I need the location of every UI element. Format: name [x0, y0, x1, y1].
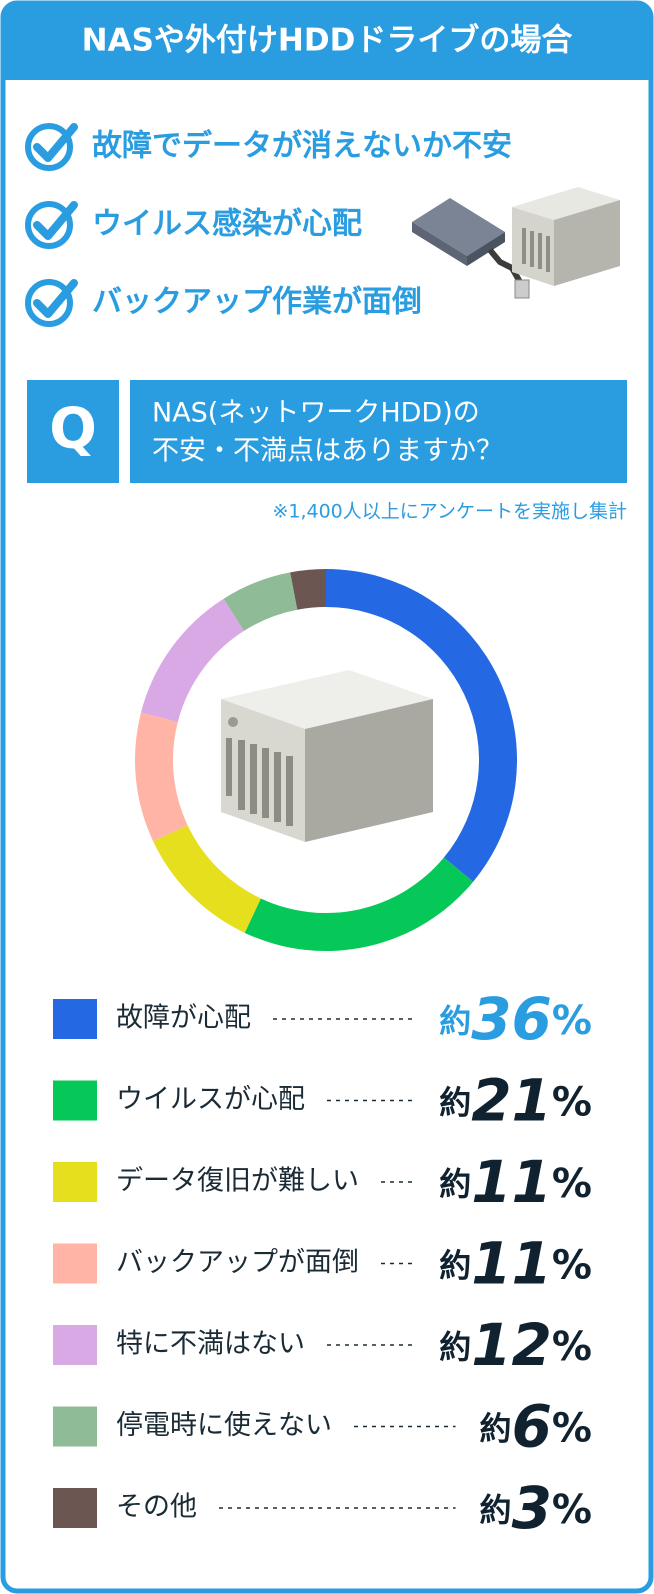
value-label-part: % — [552, 998, 592, 1044]
value-label-part: % — [552, 1406, 592, 1452]
q-mark: Q — [49, 397, 97, 462]
value-label: 約11% — [439, 1148, 592, 1216]
value-label-part: 約 — [439, 1084, 471, 1122]
value-label-part: 約 — [480, 1410, 512, 1448]
check-circle — [25, 123, 73, 171]
check-tick — [33, 201, 78, 240]
value-label-part: % — [552, 1487, 592, 1533]
survey-note: ※1,400人以上にアンケートを実施し集計 — [272, 501, 627, 523]
legend-swatch — [53, 1488, 97, 1528]
question-line: NAS(ネットワークHDD)の — [152, 398, 480, 429]
check-tick — [33, 123, 78, 162]
value-label-part: % — [552, 1161, 592, 1207]
value-label-part: 約 — [439, 1328, 471, 1366]
legend-label: 特に不満はない — [116, 1329, 305, 1360]
value-label-part: 約 — [439, 1002, 471, 1040]
legend-swatch — [53, 1406, 97, 1447]
concern-text: ウイルス感染が心配 — [92, 207, 362, 242]
concern-text: バックアップ作業が面倒 — [92, 285, 422, 320]
question-line: 不安・不満点はありますか？ — [152, 436, 503, 467]
value-label-part: % — [552, 1324, 592, 1370]
value-label-part: 21 — [471, 1067, 552, 1135]
donut-slice — [290, 569, 326, 610]
nas-illustration — [221, 670, 433, 842]
legend-label: 停電時に使えない — [116, 1410, 332, 1441]
legend-swatch — [53, 1080, 97, 1121]
value-label-part: 6 — [512, 1393, 552, 1461]
value-label: 約6% — [480, 1393, 592, 1461]
donut-slice — [223, 572, 298, 631]
donut-slice — [153, 825, 261, 933]
q-badge — [27, 380, 119, 483]
value-label-part: 12 — [471, 1311, 552, 1379]
concern-text: 故障でデータが消えないか不安 — [92, 129, 512, 164]
legend-swatch — [53, 1162, 97, 1202]
value-label-part: 3 — [512, 1474, 552, 1542]
legend: 故障が心配 約36%ウイルスが心配 約21%データ復旧が難しい 約11%バックアップが… — [53, 985, 592, 1542]
check-tick — [33, 279, 78, 318]
value-label: 約21% — [439, 1067, 592, 1135]
question-box — [130, 380, 627, 483]
legend-label: 故障が心配 — [116, 1003, 251, 1034]
header-bar — [3, 3, 651, 80]
value-label-part: % — [552, 1080, 592, 1126]
value-label-part: 11 — [471, 1148, 552, 1216]
value-label-part: 約 — [439, 1165, 471, 1203]
value-label: 約12% — [439, 1311, 592, 1379]
value-label-part: 約 — [439, 1247, 471, 1285]
value-label-part: 11 — [471, 1230, 552, 1298]
legend-swatch — [53, 999, 97, 1039]
legend-label: データ復旧が難しい — [116, 1166, 359, 1197]
legend-swatch — [53, 1243, 97, 1284]
value-label-part: 約 — [480, 1491, 512, 1529]
legend-swatch — [53, 1325, 97, 1365]
value-label: 約11% — [439, 1230, 592, 1298]
legend-label: バックアップが面倒 — [116, 1247, 359, 1278]
value-label: 約36% — [439, 985, 592, 1053]
hdd-illustration — [412, 187, 620, 299]
check-circle — [25, 279, 73, 327]
legend-label: ウイルスが心配 — [116, 1084, 305, 1115]
donut-slice — [134, 712, 188, 842]
check-circle — [25, 201, 73, 249]
donut-slice — [326, 569, 518, 882]
value-label-part: 36 — [471, 985, 552, 1053]
donut-slice — [244, 857, 474, 952]
legend-label: その他 — [116, 1492, 197, 1523]
donut-slice — [141, 598, 245, 722]
value-label-part: % — [552, 1243, 592, 1289]
header-title: NASや外付けHDDドライブの場合 — [82, 23, 573, 59]
value-label: 約3% — [480, 1474, 592, 1542]
donut-chart — [134, 569, 518, 952]
